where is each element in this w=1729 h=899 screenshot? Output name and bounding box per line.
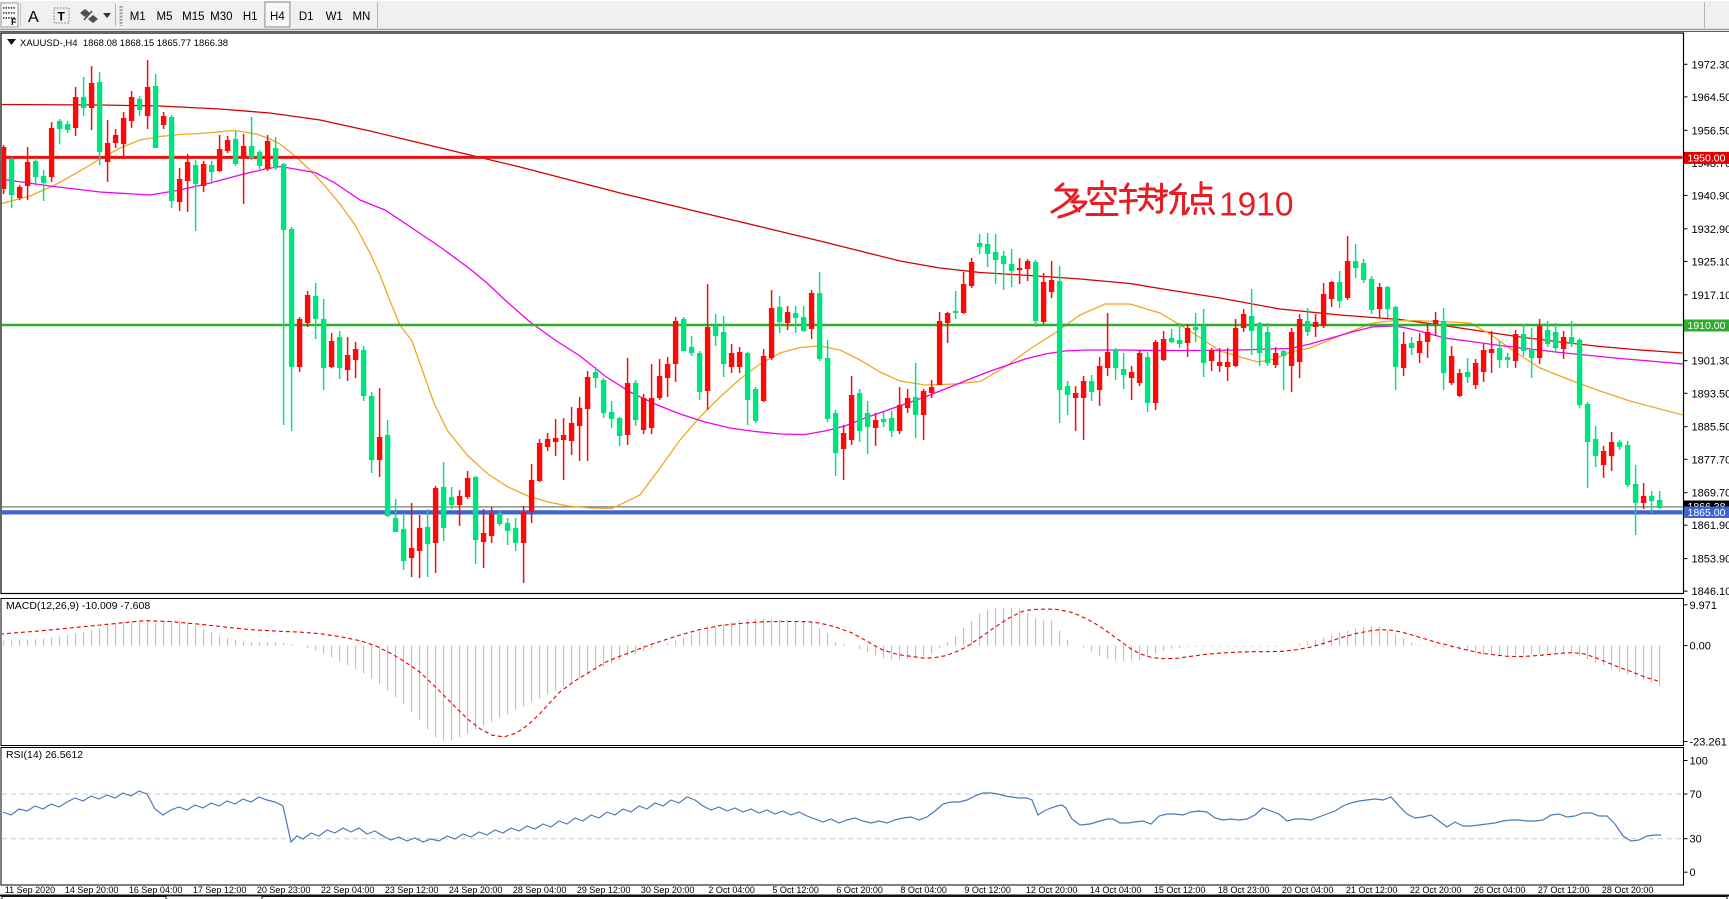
- svg-text:1956.50: 1956.50: [1692, 125, 1729, 137]
- svg-text:RSI(14) 26.5612: RSI(14) 26.5612: [6, 749, 83, 761]
- svg-text:17 Sep 12:00: 17 Sep 12:00: [193, 885, 247, 895]
- svg-text:1972.30: 1972.30: [1692, 59, 1729, 71]
- svg-text:12 Oct 20:00: 12 Oct 20:00: [1026, 885, 1078, 895]
- svg-text:1861.90: 1861.90: [1692, 520, 1729, 532]
- svg-text:28 Sep 04:00: 28 Sep 04:00: [513, 885, 567, 895]
- svg-text:26 Oct 04:00: 26 Oct 04:00: [1474, 885, 1526, 895]
- svg-text:1932.90: 1932.90: [1692, 224, 1729, 236]
- svg-text:1925.10: 1925.10: [1692, 256, 1729, 268]
- svg-text:30 Sep 20:00: 30 Sep 20:00: [641, 885, 695, 895]
- svg-text:22 Oct 20:00: 22 Oct 20:00: [1410, 885, 1462, 895]
- svg-text:28 Oct 20:00: 28 Oct 20:00: [1602, 885, 1654, 895]
- svg-text:9.971: 9.971: [1690, 600, 1718, 612]
- svg-text:11 Sep 2020: 11 Sep 2020: [5, 885, 55, 895]
- svg-text:1865.00: 1865.00: [1688, 507, 1726, 519]
- svg-text:A: A: [28, 9, 39, 26]
- svg-text:1869.70: 1869.70: [1692, 488, 1729, 500]
- svg-text:1910.00: 1910.00: [1688, 320, 1726, 332]
- svg-text:D1: D1: [299, 11, 314, 23]
- svg-text:5 Oct 12:00: 5 Oct 12:00: [772, 885, 819, 895]
- svg-text:MN: MN: [352, 11, 370, 23]
- svg-text:1853.90: 1853.90: [1692, 554, 1729, 566]
- svg-text:24 Sep 20:00: 24 Sep 20:00: [449, 885, 503, 895]
- svg-text:14 Sep 20:00: 14 Sep 20:00: [65, 885, 119, 895]
- svg-text:0: 0: [1690, 867, 1696, 879]
- svg-text:6 Oct 20:00: 6 Oct 20:00: [836, 885, 883, 895]
- svg-text:2 Oct 04:00: 2 Oct 04:00: [708, 885, 755, 895]
- svg-text:20 Oct 04:00: 20 Oct 04:00: [1282, 885, 1334, 895]
- svg-text:70: 70: [1690, 789, 1702, 801]
- svg-text:1940.90: 1940.90: [1692, 190, 1729, 202]
- svg-text:23 Sep 12:00: 23 Sep 12:00: [385, 885, 439, 895]
- svg-text:M30: M30: [210, 11, 232, 23]
- svg-text:15 Oct 12:00: 15 Oct 12:00: [1154, 885, 1206, 895]
- svg-text:30: 30: [1690, 834, 1702, 846]
- svg-text:1877.70: 1877.70: [1692, 454, 1729, 466]
- svg-text:1917.10: 1917.10: [1692, 290, 1729, 302]
- svg-text:W1: W1: [326, 11, 343, 23]
- svg-text:1885.50: 1885.50: [1692, 422, 1729, 434]
- svg-text:0.00: 0.00: [1690, 641, 1711, 653]
- svg-text:T: T: [58, 10, 66, 24]
- svg-text:1964.50: 1964.50: [1692, 92, 1729, 104]
- svg-text:9 Oct 12:00: 9 Oct 12:00: [964, 885, 1011, 895]
- svg-text:18 Oct 23:00: 18 Oct 23:00: [1218, 885, 1270, 895]
- svg-text:27 Oct 12:00: 27 Oct 12:00: [1538, 885, 1590, 895]
- svg-text:M15: M15: [182, 11, 204, 23]
- svg-text:21 Oct 12:00: 21 Oct 12:00: [1346, 885, 1398, 895]
- svg-text:1893.50: 1893.50: [1692, 388, 1729, 400]
- svg-text:20 Sep 23:00: 20 Sep 23:00: [257, 885, 311, 895]
- svg-text:1846.10: 1846.10: [1692, 586, 1729, 598]
- svg-text:H1: H1: [243, 11, 258, 23]
- svg-text:1910: 1910: [1219, 187, 1294, 224]
- svg-text:F: F: [11, 17, 17, 27]
- svg-text:1901.30: 1901.30: [1692, 356, 1729, 368]
- svg-text:MACD(12,26,9) -10.009 -7.608: MACD(12,26,9) -10.009 -7.608: [6, 600, 150, 612]
- svg-text:16 Sep 04:00: 16 Sep 04:00: [129, 885, 183, 895]
- svg-text:M1: M1: [130, 11, 146, 23]
- svg-text:M5: M5: [157, 11, 173, 23]
- svg-text:8 Oct 04:00: 8 Oct 04:00: [900, 885, 947, 895]
- svg-text:XAUUSD-,H4 1868.08 1868.15 18: XAUUSD-,H4 1868.08 1868.15 1865.77 1866.…: [20, 38, 228, 49]
- svg-text:H4: H4: [270, 11, 285, 23]
- svg-text:22 Sep 04:00: 22 Sep 04:00: [321, 885, 375, 895]
- svg-text:-23.261: -23.261: [1690, 737, 1727, 749]
- svg-text:100: 100: [1690, 756, 1708, 768]
- svg-text:14 Oct 04:00: 14 Oct 04:00: [1090, 885, 1142, 895]
- svg-text:29 Sep 12:00: 29 Sep 12:00: [577, 885, 631, 895]
- svg-text:1950.00: 1950.00: [1688, 152, 1726, 164]
